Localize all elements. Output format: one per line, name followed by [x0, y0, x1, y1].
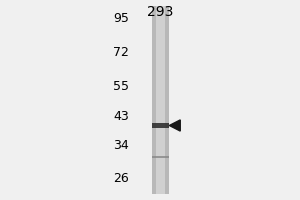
Bar [152, 6, 169, 194]
Polygon shape [169, 120, 180, 131]
Text: 26: 26 [113, 172, 129, 185]
Text: 34: 34 [113, 139, 129, 152]
Bar [152, 156, 169, 158]
Text: 55: 55 [113, 80, 129, 93]
Text: 43: 43 [113, 110, 129, 123]
Bar [156, 6, 166, 194]
Bar [152, 123, 169, 128]
Text: 72: 72 [113, 46, 129, 59]
Text: 95: 95 [113, 12, 129, 25]
Text: 293: 293 [147, 5, 174, 19]
